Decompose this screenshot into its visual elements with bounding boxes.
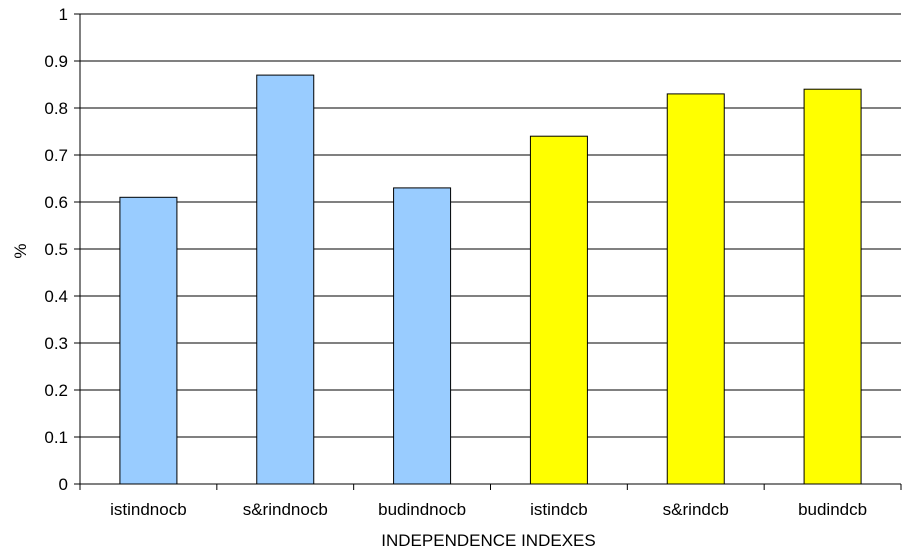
bar-s-rindcb xyxy=(666,93,725,485)
y-tick-label: 0 xyxy=(59,475,68,494)
x-tick-label: istindnocb xyxy=(110,500,187,519)
y-tick-label: 0.5 xyxy=(44,240,68,259)
y-axis-title: % xyxy=(11,243,30,258)
y-tick-label: 0.3 xyxy=(44,334,68,353)
y-tick-label: 0.6 xyxy=(44,193,68,212)
x-axis-title: INDEPENDENCE INDEXES xyxy=(381,531,595,550)
x-tick-label: s&rindcb xyxy=(663,500,729,519)
bar-budindnocb xyxy=(393,187,452,485)
axes xyxy=(74,13,902,490)
y-tick-label: 0.1 xyxy=(44,428,68,447)
x-tick-label: istindcb xyxy=(530,500,588,519)
x-tick-label: budindnocb xyxy=(378,500,466,519)
y-tick-label: 0.4 xyxy=(44,287,68,306)
y-tick-label: 0.7 xyxy=(44,146,68,165)
y-tick-label: 0.8 xyxy=(44,99,68,118)
bar-istindnocb xyxy=(119,196,178,485)
gridlines xyxy=(80,13,901,438)
bar-budindcb xyxy=(803,88,862,485)
y-tick-label: 0.2 xyxy=(44,381,68,400)
bar-s-rindnocb xyxy=(256,74,315,485)
bars xyxy=(119,74,862,485)
y-tick-label: 1 xyxy=(59,5,68,24)
x-tick-label: s&rindnocb xyxy=(243,500,328,519)
x-tick-label: budindcb xyxy=(798,500,867,519)
bar-istindcb xyxy=(529,135,588,485)
x-tick-labels: istindnocb s&rindnocb budindnocb istindcb s&… xyxy=(110,500,867,519)
y-tick-label: 0.9 xyxy=(44,52,68,71)
y-tick-labels: 0 0.1 0.2 0.3 0.4 0.5 0.6 0.7 0.8 0.9 1 xyxy=(44,5,68,494)
